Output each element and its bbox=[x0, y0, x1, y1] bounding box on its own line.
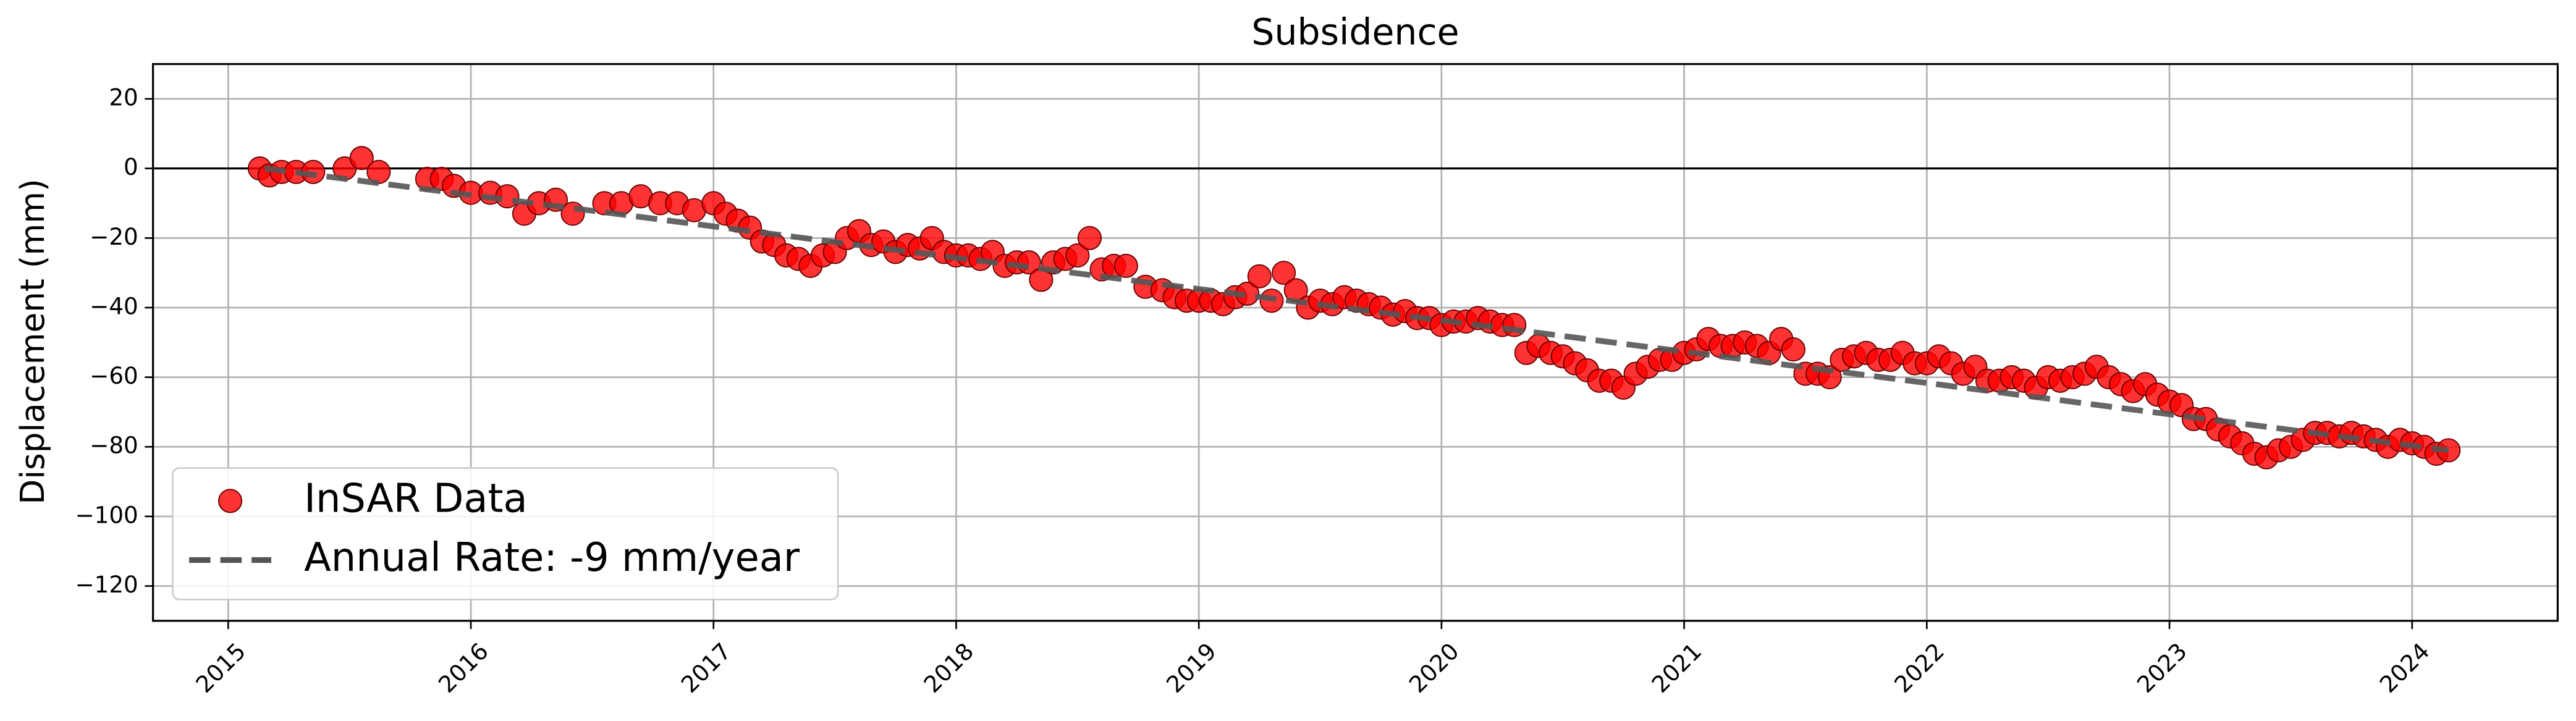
y-tick-label: −40 bbox=[90, 292, 138, 319]
data-point bbox=[1272, 261, 1296, 285]
y-tick-label: 0 bbox=[124, 153, 138, 180]
legend-box bbox=[172, 467, 839, 601]
y-tick-label: −20 bbox=[90, 223, 138, 250]
legend-label: InSAR Data bbox=[304, 476, 527, 521]
data-point bbox=[1781, 337, 1805, 362]
y-tick-label: −60 bbox=[90, 362, 138, 389]
data-point bbox=[349, 146, 374, 171]
data-point bbox=[1113, 253, 1138, 278]
trend-line bbox=[264, 166, 2449, 453]
legend-label: Annual Rate: -9 mm/year bbox=[304, 535, 800, 581]
y-tick-label: −100 bbox=[75, 501, 138, 528]
y-axis-label: Displacement (mm) bbox=[14, 179, 52, 504]
y-tick-label: −80 bbox=[90, 432, 138, 459]
data-point bbox=[1077, 226, 1102, 250]
plot-frame bbox=[152, 63, 2559, 622]
chart-title: Subsidence bbox=[1251, 11, 1459, 53]
data-point bbox=[560, 201, 585, 226]
data-point bbox=[1247, 264, 1272, 289]
data-point bbox=[366, 159, 391, 184]
legend-marker bbox=[218, 489, 243, 513]
y-tick-label: −120 bbox=[75, 571, 138, 598]
data-point bbox=[1065, 243, 1090, 268]
y-tick-label: 20 bbox=[109, 83, 138, 111]
